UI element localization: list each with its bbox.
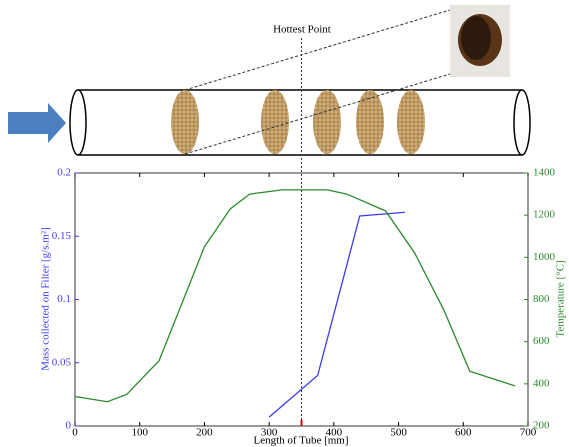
data-line — [268, 211, 406, 418]
filter-disc — [397, 90, 425, 154]
y-tick-label: 0.2 — [57, 167, 71, 179]
y2-tick-label: 600 — [533, 335, 550, 347]
x-tick-label: 300 — [261, 427, 278, 439]
y2-tick-label: 400 — [533, 377, 550, 389]
tube-end — [513, 89, 531, 156]
y2-tick-label: 200 — [533, 420, 550, 432]
filter-disc — [356, 90, 384, 154]
y2-axis-title: Temperature [°C] — [555, 260, 567, 337]
x-tick-label: 400 — [326, 427, 343, 439]
filter-disc — [261, 90, 289, 154]
filter-disc — [313, 90, 341, 154]
annotation: Hottest Point — [273, 24, 331, 36]
zoom-line — [184, 9, 451, 91]
tube-end — [69, 89, 87, 156]
y-tick-label: 0.1 — [57, 293, 71, 305]
x-tick-label: 700 — [520, 427, 537, 439]
y-tick-label: 0.05 — [52, 356, 72, 368]
data-line — [74, 189, 516, 403]
x-axis-title: Length of Tube [mm] — [253, 435, 348, 447]
y2-tick-label: 1200 — [533, 209, 556, 221]
flow-arrow — [8, 103, 66, 143]
x-tick-label: 0 — [72, 427, 78, 439]
tube-diagram — [8, 5, 531, 156]
filter-photo-disc — [461, 16, 491, 60]
x-tick-label: 500 — [390, 427, 407, 439]
y2-tick-label: 1000 — [533, 251, 556, 263]
y-axis-title: Mass collected on Filter [g/s.m²] — [40, 227, 52, 371]
x-tick-label: 100 — [131, 427, 148, 439]
y-tick-label: 0 — [66, 420, 72, 432]
x-tick-label: 600 — [455, 427, 472, 439]
filter-disc — [171, 90, 199, 154]
y2-tick-label: 1400 — [533, 167, 556, 179]
y-tick-label: 0.15 — [52, 230, 72, 242]
x-tick-label: 200 — [196, 427, 213, 439]
y2-tick-label: 800 — [533, 293, 550, 305]
zoom-line — [184, 73, 451, 155]
